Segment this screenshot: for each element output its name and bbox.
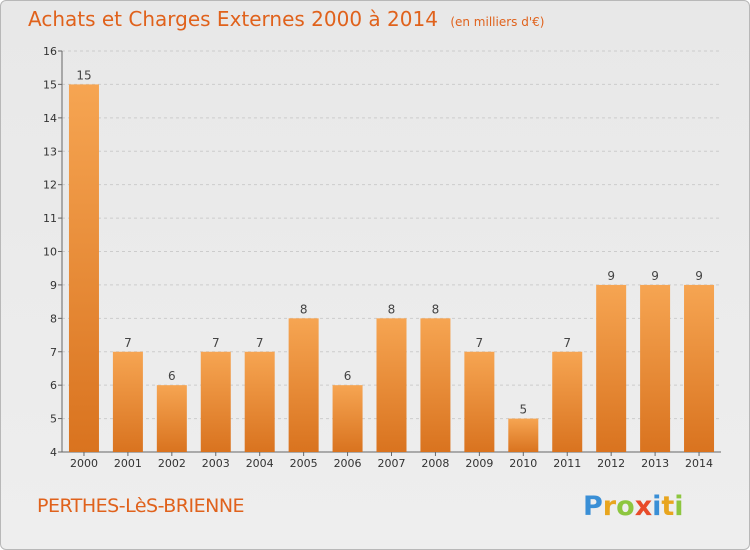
logo-letter: r <box>602 491 617 522</box>
bar-2009[interactable] <box>464 351 495 452</box>
axes: 4 5 6 7 8 9 10 11 12 13 14 15 16 2000 2001 2002 2003 2004… <box>43 45 721 470</box>
bar-2012[interactable] <box>596 284 627 452</box>
x-tick-label-2009: 2009 <box>465 457 493 470</box>
logo-letter: t <box>661 491 675 522</box>
data-labels: 15 7 6 7 7 8 6 8 8 7 5 7 9 9 9 <box>76 68 703 416</box>
bar-2001[interactable] <box>112 351 143 452</box>
logo-letter: x <box>634 491 653 522</box>
bar-2008[interactable] <box>420 318 451 452</box>
chart-title: Achats et Charges Externes 2000 à 2014 (… <box>28 7 544 31</box>
x-tick-label-2014: 2014 <box>685 457 713 470</box>
logo-letter: P <box>583 491 603 522</box>
y-tick-label: 15 <box>43 78 57 91</box>
data-label-2000: 15 <box>76 68 91 82</box>
bar-2007[interactable] <box>376 318 407 452</box>
x-tick-label-2001: 2001 <box>114 457 142 470</box>
data-label-2003: 7 <box>212 336 220 350</box>
x-tick-label-2003: 2003 <box>202 457 230 470</box>
x-tick-label-2006: 2006 <box>334 457 362 470</box>
data-label-2014: 9 <box>695 269 703 283</box>
y-tick-label: 14 <box>43 112 57 125</box>
data-label-2008: 8 <box>432 302 440 316</box>
y-tick-label: 5 <box>50 413 57 426</box>
x-tick-label-2002: 2002 <box>158 457 186 470</box>
data-label-2002: 6 <box>168 369 176 383</box>
x-tick-label-2012: 2012 <box>597 457 625 470</box>
x-tick-label-2007: 2007 <box>378 457 406 470</box>
logo-letter: o <box>616 491 635 522</box>
bar-2006[interactable] <box>332 385 363 452</box>
data-label-2012: 9 <box>607 269 615 283</box>
bar-2010[interactable] <box>508 418 539 452</box>
bars <box>68 84 715 453</box>
x-tick-label-2011: 2011 <box>553 457 581 470</box>
bar-2011[interactable] <box>552 351 583 452</box>
y-tick-label: 10 <box>43 246 57 259</box>
bar-2013[interactable] <box>640 284 671 452</box>
bar-2014[interactable] <box>684 284 715 452</box>
data-label-2011: 7 <box>563 336 571 350</box>
bar-2004[interactable] <box>244 351 275 452</box>
x-tick-label-2013: 2013 <box>641 457 669 470</box>
bar-2000[interactable] <box>68 84 99 453</box>
bar-2002[interactable] <box>156 385 187 452</box>
y-tick-label: 4 <box>50 446 57 459</box>
x-tick-label-2005: 2005 <box>290 457 318 470</box>
x-tick-label-2010: 2010 <box>509 457 537 470</box>
data-label-2006: 6 <box>344 369 352 383</box>
logo-letter: i <box>674 491 684 522</box>
data-label-2005: 8 <box>300 302 308 316</box>
y-tick-label: 12 <box>43 179 57 192</box>
chart-title-main: Achats et Charges Externes 2000 à 2014 <box>28 7 438 31</box>
y-tick-label: 16 <box>43 45 57 58</box>
data-label-2009: 7 <box>476 336 484 350</box>
data-label-2004: 7 <box>256 336 264 350</box>
data-label-2013: 9 <box>651 269 659 283</box>
data-label-2010: 5 <box>519 403 527 417</box>
logo-letter: i <box>652 491 662 522</box>
x-tick-label-2000: 2000 <box>70 457 98 470</box>
bar-2005[interactable] <box>288 318 319 452</box>
data-label-2007: 8 <box>388 302 396 316</box>
x-tick-label-2008: 2008 <box>421 457 449 470</box>
chart-title-unit: (en milliers d'€) <box>450 15 545 29</box>
y-tick-label: 11 <box>43 212 57 225</box>
bar-2003[interactable] <box>200 351 231 452</box>
proxiti-logo[interactable]: Proxiti <box>583 491 684 522</box>
place-name: PERTHES-LèS-BRIENNE <box>37 495 245 517</box>
data-label-2001: 7 <box>124 336 132 350</box>
y-tick-label: 13 <box>43 145 57 158</box>
y-tick-label: 8 <box>50 312 57 325</box>
x-tick-label-2004: 2004 <box>246 457 274 470</box>
y-tick-label: 9 <box>50 279 57 292</box>
y-tick-label: 6 <box>50 379 57 392</box>
y-tick-label: 7 <box>50 346 57 359</box>
